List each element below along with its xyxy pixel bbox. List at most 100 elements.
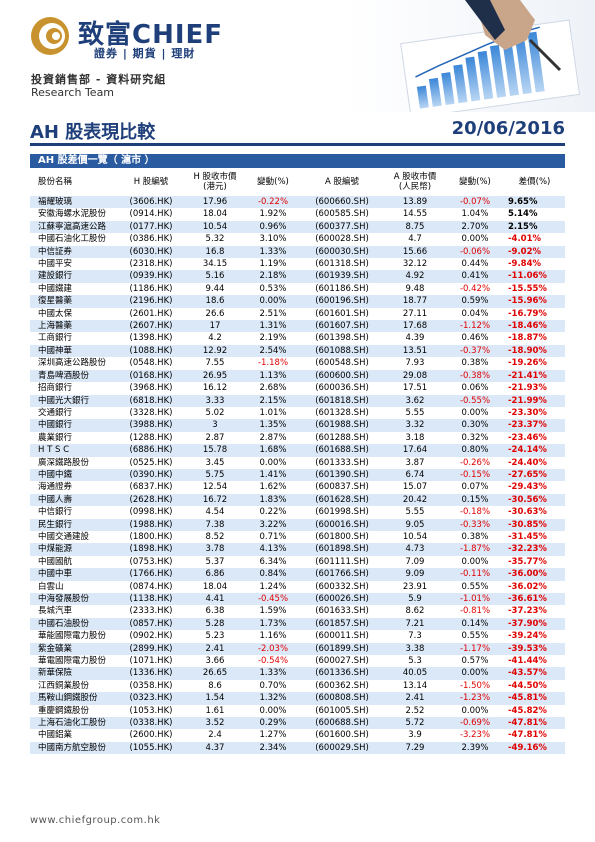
table-cell: (600585.SH)	[315, 209, 369, 220]
table-cell: -24.40%	[508, 457, 547, 468]
table-cell: (1336.HK)	[118, 667, 184, 680]
table-cell: 9.09	[384, 568, 446, 581]
table-cell: -0.54%	[257, 656, 289, 667]
table-row: 上海石油化工股份 (0338.HK) 3.52 0.29% (600688.SH) 5.7…	[30, 717, 565, 730]
table-cell: 0.15%	[446, 493, 504, 507]
table-cell: 0.00%	[446, 667, 504, 680]
table-cell: 10.54	[184, 220, 246, 234]
table-cell: 5.9	[384, 593, 446, 606]
table-cell: 1.13%	[246, 369, 300, 383]
table-cell: -35.77%	[508, 556, 547, 567]
column-header: 變動(%)	[459, 177, 491, 187]
table-row: 海通證券 (6837.HK) 12.54 1.62% (600837.SH) 15.07 0…	[30, 481, 565, 493]
table-cell: 16.12	[202, 383, 228, 394]
section-header: AH 股差價一覽（ 滬市 ）	[30, 154, 565, 168]
table-row: H T S C (6886.HK) 15.78 1.68% (601688.SH) 17.…	[30, 444, 565, 457]
table-cell: (2196.HK)	[118, 295, 184, 308]
table-row: 民生銀行 (1988.HK) 7.38 3.22% (600016.SH) 9.05 -0.…	[30, 518, 565, 531]
table-cell: 13.89	[384, 196, 446, 209]
table-cell: 3.18	[405, 432, 425, 443]
table-cell: 0.46%	[461, 333, 489, 344]
table-cell: (601111.SH)	[315, 556, 369, 567]
table-cell: (6818.HK)	[118, 394, 184, 407]
table-cell: 4.54	[205, 507, 225, 518]
table-cell: 中國神華	[30, 344, 118, 358]
table-cell: (600377.SH)	[300, 220, 384, 234]
table-cell: (601628.SH)	[300, 493, 384, 507]
table-cell: 9.44	[205, 283, 225, 294]
table-cell: -15.55%	[508, 283, 547, 294]
table-cell: (2628.HK)	[118, 493, 184, 507]
table-cell: 3.9	[408, 730, 422, 741]
table-cell: -21.99%	[504, 394, 565, 407]
table-cell: 3.78	[184, 543, 246, 556]
table-cell: -0.18%	[459, 507, 491, 518]
table-cell: (600808.SH)	[300, 692, 384, 705]
department: 投資銷售部 - 資料研究組	[31, 73, 167, 86]
table-cell: 0.44%	[461, 259, 489, 270]
column-header: 變動(%)	[257, 177, 289, 187]
table-row: 招商銀行 (3968.HK) 16.12 2.68% (600036.SH) 17.51 0…	[30, 382, 565, 394]
table-cell: 20.42	[384, 493, 446, 507]
table-cell: -0.11%	[446, 568, 504, 581]
table-cell: 0.70%	[259, 680, 287, 691]
table-cell: 17.64	[384, 444, 446, 457]
table-cell: 26.95	[184, 369, 246, 383]
table-cell: 建設銀行	[30, 270, 118, 283]
table-cell: 0.00%	[461, 234, 489, 245]
table-cell: (6886.HK)	[118, 444, 184, 457]
table-cell: 7.09	[405, 556, 425, 567]
table-cell: -19.26%	[508, 358, 547, 369]
table-row: 中國光大銀行 (6818.HK) 3.33 2.15% (601818.SH) 3.62-…	[30, 394, 565, 407]
table-cell: 2.70%	[446, 220, 504, 234]
table-cell: -1.18%	[257, 358, 289, 369]
table-cell: (600028.SH)	[315, 234, 369, 245]
table-cell: (2601.HK)	[129, 308, 173, 319]
table-cell: -16.79%	[508, 308, 547, 319]
table-cell: (0902.HK)	[129, 631, 173, 642]
table-cell: 5.02	[205, 407, 225, 418]
table-cell: 5.75	[184, 468, 246, 482]
team-name: Research Team	[31, 86, 115, 99]
table-cell: 中國中車	[30, 568, 118, 581]
chief-logo-icon	[31, 17, 69, 55]
table-cell: 4.41	[184, 593, 246, 606]
table-row: 復星醫藥 (2196.HK) 18.6 0.00% (600196.SH) 18.77 0.…	[30, 295, 565, 308]
table-cell: (0358.HK)	[129, 680, 173, 691]
table-cell: 5.55	[405, 507, 425, 518]
table-cell: 3.32	[384, 419, 446, 432]
table-cell: 0.96%	[246, 220, 300, 234]
table-cell: 3.66	[205, 656, 225, 667]
table-cell: (601607.SH)	[300, 320, 384, 333]
table-cell: 1.68%	[246, 444, 300, 457]
table-cell: -1.01%	[446, 593, 504, 606]
table-row: 建設銀行 (0939.HK) 5.16 2.18% (601939.SH) 4.92 0.4…	[30, 270, 565, 283]
table-cell: (601318.SH)	[315, 259, 369, 270]
table-row: 中國太保 (2601.HK) 26.6 2.51% (601601.SH) 27.11 0.…	[30, 308, 565, 320]
table-cell: 3.10%	[259, 234, 287, 245]
table-cell: (2899.HK)	[118, 642, 184, 656]
table-row: 長城汽車 (2333.HK) 6.38 1.59% (601633.SH) 8.62 -0.…	[30, 605, 565, 617]
table-cell: (600688.SH)	[300, 717, 384, 730]
table-cell: 5.28	[184, 617, 246, 631]
table-cell: 5.23	[205, 631, 225, 642]
table-cell: -23.46%	[508, 432, 547, 443]
table-row: 中國神華 (1088.HK) 12.92 2.54% (601088.SH) 13.51-…	[30, 344, 565, 358]
table-cell: 5.3	[408, 656, 422, 667]
table-cell: -36.61%	[504, 593, 565, 606]
table-cell: (600660.SH)	[300, 196, 384, 209]
table-cell: (0177.HK)	[118, 220, 184, 234]
table-cell: -3.23%	[459, 730, 491, 741]
table-row: 中國人壽 (2628.HK) 16.72 1.83% (601628.SH) 20.42 0…	[30, 493, 565, 507]
table-cell: 海通證券	[38, 482, 73, 493]
table-cell: 1.04%	[461, 209, 489, 220]
table-cell: 5.37	[205, 556, 225, 567]
table-cell: (601088.SH)	[300, 344, 384, 358]
table-cell: 3.52	[184, 717, 246, 730]
table-cell: 34.15	[202, 259, 228, 270]
table-cell: 18.6	[184, 295, 246, 308]
table-cell: 26.6	[205, 308, 225, 319]
table-cell: 0.55%	[461, 581, 489, 592]
table-cell: -32.23%	[504, 543, 565, 556]
table-cell: 中國南方航空股份	[30, 741, 118, 755]
